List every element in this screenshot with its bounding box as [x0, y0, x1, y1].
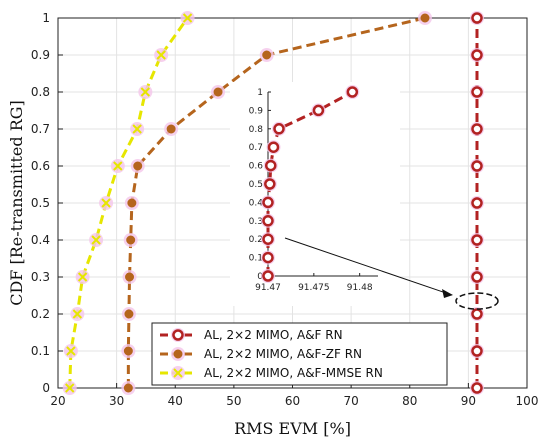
- inset-series-0-point: [262, 196, 274, 209]
- series-1-point: [133, 161, 143, 171]
- series-2-point: [101, 198, 111, 208]
- inset-series-0-point: [262, 233, 274, 245]
- series-2-point: [156, 50, 166, 60]
- inset-series-0-point: [346, 86, 359, 98]
- series-2-point: [113, 161, 123, 171]
- inset-x-tick-label: 91.48: [347, 283, 373, 293]
- series-2-point: [72, 309, 83, 319]
- inset-y-tick-label: 0.1: [249, 254, 263, 264]
- series-1-point: [124, 309, 134, 319]
- series-2-point: [140, 87, 151, 97]
- series-1-point: [123, 383, 133, 393]
- inset-y-tick-label: 0.7: [249, 143, 263, 153]
- series-1-point: [420, 13, 430, 23]
- y-tick-label: 0.8: [31, 85, 50, 99]
- series-0-point: [471, 123, 483, 135]
- legend-marker-2: [173, 368, 183, 378]
- series-0-point: [471, 197, 483, 209]
- series-0-point: [471, 308, 483, 320]
- y-tick-label: 0.1: [31, 344, 50, 358]
- series-1-point: [166, 124, 176, 134]
- y-tick-label: 0.3: [31, 270, 50, 284]
- inset-y-tick-label: 0.6: [249, 162, 264, 172]
- x-tick-label: 90: [461, 394, 476, 408]
- series-2-point: [77, 272, 88, 282]
- series-0-point: [471, 86, 483, 98]
- inset-series-0-point: [262, 251, 274, 264]
- series-1-point: [126, 235, 136, 245]
- inset-y-tick-label: 0.3: [249, 217, 263, 227]
- series-2-point: [66, 346, 76, 356]
- y-tick-label: 0.6: [31, 159, 50, 173]
- series-2-point: [132, 124, 142, 134]
- series-1-point: [262, 50, 272, 60]
- series-0-point: [471, 345, 483, 357]
- x-tick-label: 30: [109, 394, 124, 408]
- series-1-point: [123, 346, 133, 356]
- x-tick-label: 100: [516, 394, 539, 408]
- y-tick-label: 1: [42, 11, 50, 25]
- inset-series-0-point: [267, 141, 280, 153]
- zoom-ellipse: [455, 292, 499, 310]
- y-axis-title: CDF [Re-transmitted RG]: [7, 100, 26, 306]
- series-2-point: [182, 13, 193, 23]
- x-axis-title: RMS EVM [%]: [234, 419, 351, 438]
- series-1-point: [127, 198, 137, 208]
- legend-marker-0: [172, 329, 184, 341]
- x-tick-label: 20: [50, 394, 65, 408]
- series-0-point: [471, 160, 483, 172]
- series-1-point: [213, 87, 223, 97]
- legend-box: [151, 322, 448, 386]
- inset-series-0-point: [312, 104, 325, 117]
- inset-y-tick-label: 0.4: [249, 198, 264, 208]
- x-tick-label: 70: [343, 394, 358, 408]
- series-0-point: [471, 382, 483, 394]
- legend-marker-1: [173, 349, 183, 359]
- zoom-arrow-line: [284, 237, 453, 296]
- inset-y-tick-label: 0.9: [249, 106, 264, 116]
- inset-y-tick-label: 0.8: [249, 125, 264, 135]
- inset-y-tick-label: 0.5: [249, 180, 263, 190]
- series-0-point: [471, 271, 483, 283]
- x-tick-label: 60: [285, 394, 300, 408]
- inset-x-tick-label: 91.475: [298, 283, 330, 293]
- inset-series-0-point: [273, 123, 285, 135]
- x-tick-label: 40: [168, 394, 183, 408]
- series-0-point: [471, 49, 483, 61]
- inset-series-0-point: [264, 178, 276, 190]
- plot-frame: [57, 17, 528, 389]
- x-tick-label: 50: [226, 394, 241, 408]
- inset-series-0-point: [262, 215, 274, 227]
- inset-y-tick-label: 0.2: [249, 235, 263, 245]
- inset-y-tick-label: 1: [257, 88, 263, 98]
- series-0-point: [471, 234, 483, 246]
- series-2-point: [91, 235, 101, 245]
- y-tick-label: 0.4: [31, 233, 50, 247]
- y-tick-label: 0.7: [31, 122, 50, 136]
- y-tick-label: 0.5: [31, 196, 50, 210]
- y-tick-label: 0.2: [31, 307, 50, 321]
- inset-x-tick-label: 91.47: [255, 283, 281, 293]
- inset-series-0-point: [262, 270, 274, 282]
- x-tick-label: 80: [402, 394, 417, 408]
- legend-label-2: AL, 2×2 MIMO, A&F-MMSE RN: [204, 366, 383, 380]
- y-tick-label: 0: [42, 381, 50, 395]
- inset-y-tick-label: 0: [257, 272, 263, 282]
- series-1-point: [125, 272, 135, 282]
- legend-label-1: AL, 2×2 MIMO, A&F-ZF RN: [204, 347, 362, 361]
- inset-series-0-point: [265, 159, 277, 172]
- inset-background: [230, 82, 400, 306]
- series-2-point: [65, 383, 75, 393]
- series-0-point: [471, 12, 483, 24]
- y-tick-label: 0.9: [31, 48, 50, 62]
- zoom-arrowhead: [441, 289, 453, 299]
- legend-label-0: AL, 2×2 MIMO, A&F RN: [204, 328, 343, 342]
